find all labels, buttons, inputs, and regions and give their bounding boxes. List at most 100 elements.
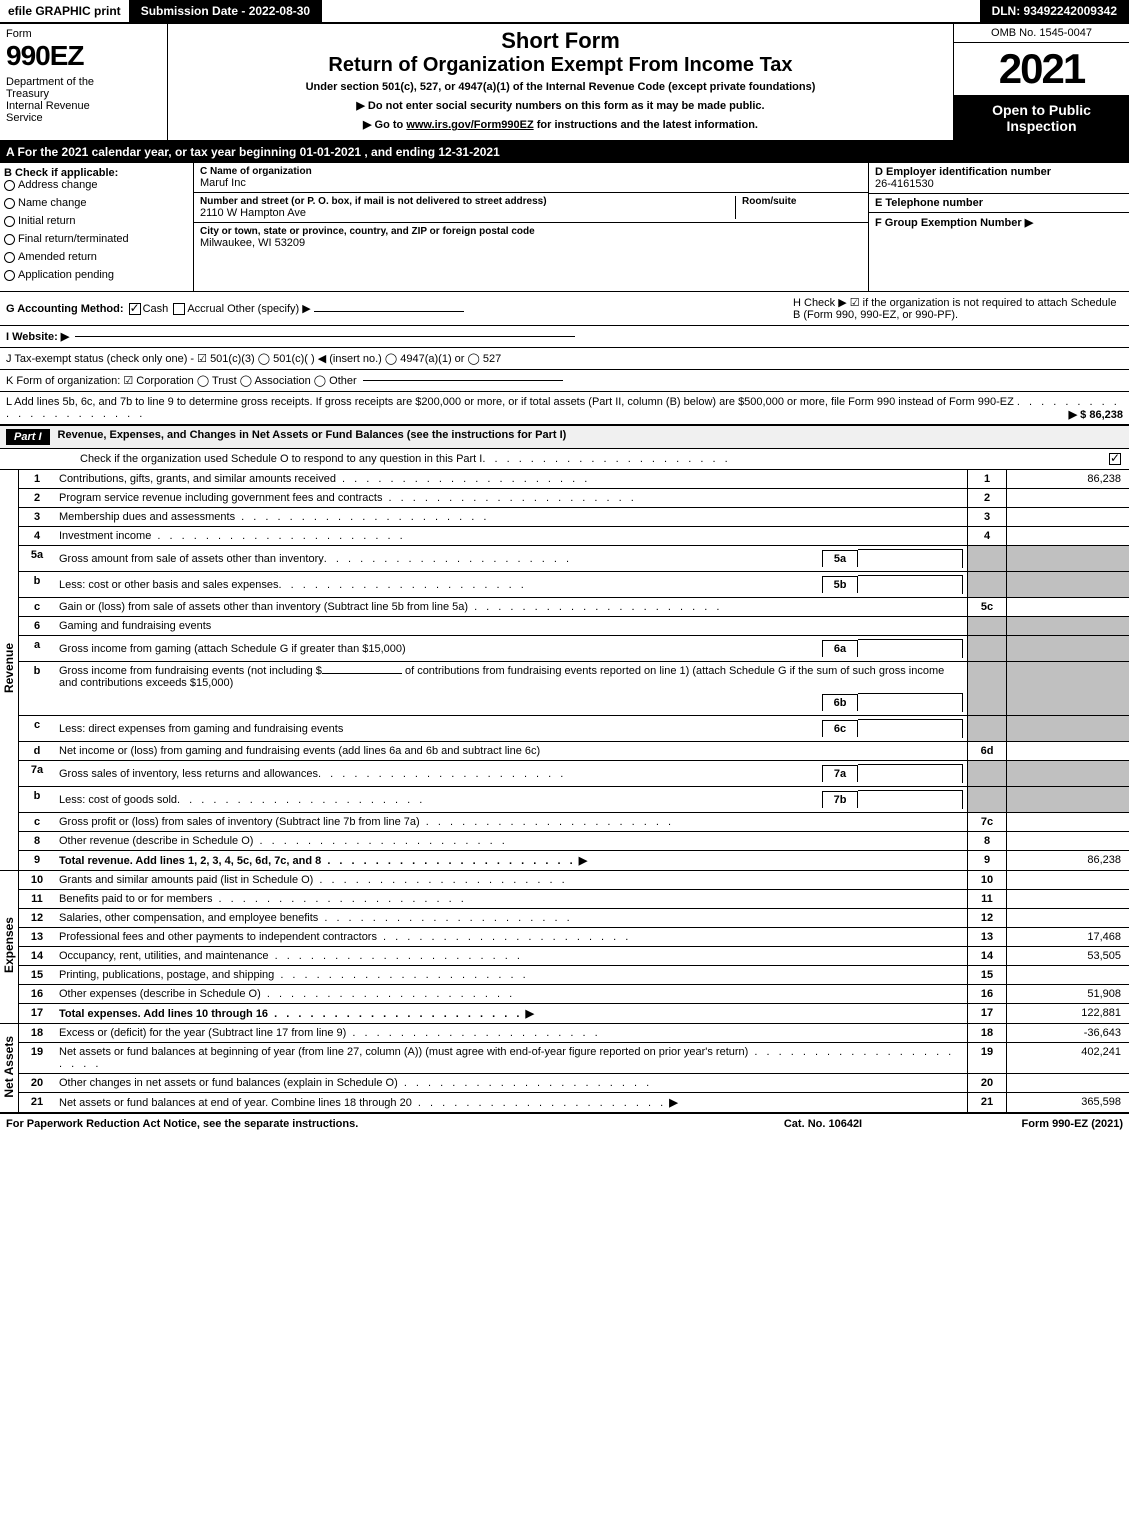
l6-box-shaded [968,617,1007,636]
city-value: Milwaukee, WI 53209 [200,237,862,249]
l4-amt [1007,527,1129,546]
ein-value: 26-4161530 [875,178,934,190]
city-label: City or town, state or province, country… [200,226,535,237]
l8-amt [1007,832,1129,851]
l6a-amt-shaded [1007,636,1129,662]
opt-initial-return: Initial return [18,215,75,227]
l5c-num: c [19,598,56,617]
netassets-side-label: Net Assets [0,1024,19,1113]
cb-accrual[interactable] [173,303,185,315]
l7b-amt-shaded [1007,787,1129,813]
l7a-box-shaded [968,761,1007,787]
l6d-num: d [19,742,56,761]
l7a-num: 7a [19,761,56,787]
l14-box: 14 [968,947,1007,966]
l16-amt: 51,908 [1007,985,1129,1004]
form-number: 990EZ [6,40,161,72]
dept-label: Department of theTreasuryInternal Revenu… [6,76,161,124]
row-j: J Tax-exempt status (check only one) - ☑… [0,348,1129,370]
l10-desc: Grants and similar amounts paid (list in… [55,871,968,890]
cb-amended-return[interactable] [4,252,15,263]
omb-number: OMB No. 1545-0047 [954,24,1129,43]
l3-desc: Membership dues and assessments [55,508,968,527]
part1-header: Part I Revenue, Expenses, and Changes in… [0,425,1129,449]
l7c-box: 7c [968,813,1007,832]
revenue-side-label: Revenue [0,470,19,871]
l12-box: 12 [968,909,1007,928]
cb-final-return[interactable] [4,234,15,245]
inspection-label: Open to Public Inspection [954,96,1129,140]
l1-amt: 86,238 [1007,470,1129,489]
l6b-amt-shaded [1007,662,1129,716]
l15-num: 15 [19,966,56,985]
l18-num: 18 [19,1024,56,1043]
l10-amt [1007,871,1129,890]
efile-label[interactable]: efile GRAPHIC print [0,0,129,22]
l20-num: 20 [19,1074,56,1093]
opt-amended-return: Amended return [18,251,97,263]
opt-address-change: Address change [18,179,98,191]
irs-link[interactable]: www.irs.gov/Form990EZ [406,119,533,131]
l20-amt [1007,1074,1129,1093]
room-label: Room/suite [742,196,796,207]
l20-box: 20 [968,1074,1007,1093]
cb-schedule-o[interactable] [1109,453,1121,465]
l6b-desc: Gross income from fundraising events (no… [55,662,968,716]
d-label: D Employer identification number [875,166,1051,178]
l5a-amt-shaded [1007,546,1129,572]
l13-amt: 17,468 [1007,928,1129,947]
l5a-box-shaded [968,546,1007,572]
l15-box: 15 [968,966,1007,985]
l6a-num: a [19,636,56,662]
l6-num: 6 [19,617,56,636]
l9-box: 9 [968,851,1007,871]
l17-num: 17 [19,1004,56,1024]
l4-box: 4 [968,527,1007,546]
l11-desc: Benefits paid to or for members [55,890,968,909]
l17-box: 17 [968,1004,1007,1024]
other-specify-line[interactable] [314,311,464,312]
l1-desc: Contributions, gifts, grants, and simila… [55,470,968,489]
cb-initial-return[interactable] [4,216,15,227]
part1-label: Part I [6,429,50,445]
part1-check-row: Check if the organization used Schedule … [0,449,1129,470]
l2-amt [1007,489,1129,508]
cb-address-change[interactable] [4,180,15,191]
l8-num: 8 [19,832,56,851]
cb-name-change[interactable] [4,198,15,209]
l20-desc: Other changes in net assets or fund bala… [55,1074,968,1093]
tax-year: 2021 [954,43,1129,96]
l12-desc: Salaries, other compensation, and employ… [55,909,968,928]
l7b-box-shaded [968,787,1007,813]
l11-box: 11 [968,890,1007,909]
addr-value: 2110 W Hampton Ave [200,207,735,219]
l8-box: 8 [968,832,1007,851]
k-other-line[interactable] [363,380,563,381]
l1-num: 1 [19,470,56,489]
c-label: C Name of organization [200,166,312,177]
l6c-num: c [19,716,56,742]
l5c-amt [1007,598,1129,617]
l7c-desc: Gross profit or (loss) from sales of inv… [55,813,968,832]
cb-cash[interactable] [129,303,141,315]
l18-box: 18 [968,1024,1007,1043]
l14-num: 14 [19,947,56,966]
part1-table: Revenue 1 Contributions, gifts, grants, … [0,470,1129,1113]
row-i: I Website: ▶ [0,326,1129,348]
top-bar: efile GRAPHIC print Submission Date - 20… [0,0,1129,24]
footer-left: For Paperwork Reduction Act Notice, see … [6,1118,723,1130]
cb-application-pending[interactable] [4,270,15,281]
l-text: L Add lines 5b, 6c, and 7b to line 9 to … [6,396,1014,408]
l7a-desc: Gross sales of inventory, less returns a… [55,761,968,787]
row-l: L Add lines 5b, 6c, and 7b to line 9 to … [0,392,1129,425]
part1-check-text: Check if the organization used Schedule … [80,453,482,465]
org-name: Maruf Inc [200,177,862,189]
l5b-amt-shaded [1007,572,1129,598]
header-right: OMB No. 1545-0047 2021 Open to Public In… [953,24,1129,140]
l5a-num: 5a [19,546,56,572]
return-title: Return of Organization Exempt From Incom… [176,54,945,77]
goto-post: for instructions and the latest informat… [534,119,758,131]
l21-desc: Net assets or fund balances at end of ye… [55,1093,968,1113]
website-line[interactable] [75,336,575,337]
opt-application-pending: Application pending [18,269,114,281]
